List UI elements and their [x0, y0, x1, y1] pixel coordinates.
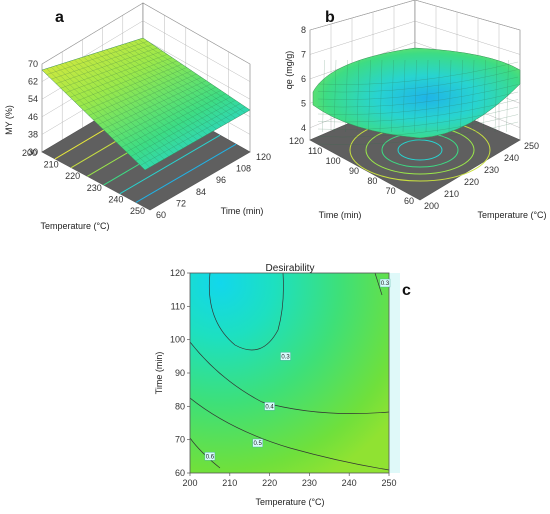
contour-plot-c: Desirability 0.3 0.3 0.4 0.5 0.6 200 210 220 23… [154, 263, 400, 507]
y-tick-label: 60 [175, 468, 185, 478]
x-tick-label: 230 [87, 183, 102, 193]
y-tick-label: 90 [175, 368, 185, 378]
contour-label-box [264, 402, 275, 411]
x-tick-label: 240 [108, 194, 123, 204]
floor-contour [119, 134, 221, 195]
contour-label: 0.3 [281, 354, 290, 360]
x-tick-label: 230 [302, 478, 317, 488]
x-tick-label: 230 [484, 165, 499, 175]
y-tick-label: 70 [386, 186, 396, 196]
y-tick-label: 96 [216, 175, 226, 185]
y-tick-label: 110 [171, 301, 185, 311]
x-axis-label: Temperature (°C) [477, 210, 546, 220]
y-tick-label: 100 [326, 156, 341, 166]
y-axis-label: Time (min) [154, 352, 164, 395]
floor-contour [135, 143, 237, 203]
contour-label: 0.3 [381, 281, 390, 287]
contour-lines [190, 273, 389, 471]
x-tick-label: 200 [22, 148, 37, 158]
y-tick-label: 60 [404, 196, 414, 206]
x-tick-label: 240 [342, 478, 357, 488]
z-tick-label: 62 [28, 77, 38, 87]
y-tick-label: 72 [176, 198, 186, 208]
x-tick-label: 250 [130, 206, 145, 216]
z-tick-label: 38 [28, 129, 38, 139]
x-tick-label: 200 [424, 201, 439, 211]
contour-line-0.6 [190, 437, 221, 469]
y-tick-label: 110 [308, 146, 322, 156]
y-tick-label: 80 [367, 176, 377, 186]
x-axis-label: Temperature (°C) [40, 221, 109, 231]
z-tick-label: 4 [301, 123, 306, 133]
y-tick-label: 120 [170, 268, 185, 278]
x-tick-label: 220 [65, 171, 80, 181]
z-tick-label: 8 [301, 25, 306, 35]
panel-label-b: b [325, 9, 335, 26]
response-surface [312, 47, 521, 139]
z-tick-label: 6 [301, 74, 306, 84]
z-tick-label: 5 [301, 98, 306, 108]
y-tick-label: 120 [289, 136, 304, 146]
y-tick-label: 60 [156, 210, 166, 220]
contour-label: 0.4 [265, 404, 274, 410]
y-tick-label: 108 [236, 164, 251, 174]
x-tick-label: 210 [444, 189, 459, 199]
x-tick-label: 200 [182, 478, 197, 488]
panel-label-a: a [55, 9, 64, 26]
z-axis-label: MY (%) [4, 105, 14, 135]
z-tick-label: 30 [28, 147, 38, 157]
x-tick-label: 220 [262, 478, 277, 488]
x-tick-label: 210 [44, 160, 59, 170]
contour-label-box [252, 438, 263, 448]
contour-line-0.3a [209, 273, 284, 351]
z-tick-label: 46 [28, 112, 38, 122]
contour-fill [190, 273, 389, 473]
contour-label-box [204, 452, 216, 461]
y-tick-label: 100 [170, 335, 185, 345]
z-axis-label: qe (mg/g) [284, 51, 294, 90]
contour-line-0.5 [190, 397, 389, 471]
x-tick-label: 240 [504, 153, 519, 163]
surface-plot-b: 4 5 6 7 8 200 210 220 230 240 250 120 110 100 90 80 70… [284, 0, 547, 220]
x-tick-label: 210 [222, 478, 237, 488]
contour-line-0.4 [190, 341, 389, 414]
contour-label-box [280, 352, 291, 361]
x-tick-label: 220 [464, 177, 479, 187]
z-tick-label: 70 [28, 59, 38, 69]
x-tick-label: 250 [381, 478, 396, 488]
x-tick-label: 250 [524, 141, 539, 151]
chart-title: Desirability [266, 263, 315, 274]
z-tick-label: 7 [301, 49, 306, 59]
x-axis-label: Temperature (°C) [255, 497, 324, 507]
y-tick-label: 84 [196, 187, 206, 197]
contour-label: 0.6 [206, 454, 215, 460]
y-axis-label: Time (min) [221, 206, 264, 216]
contour-line-0.3b [374, 273, 383, 296]
y-tick-label: 120 [256, 152, 271, 162]
y-axis-label: Time (min) [319, 210, 362, 220]
surface-plot-a: 30 38 46 54 62 70 200 210 220 230 240 250 60 72 84 96… [4, 2, 271, 231]
contour-label-box [379, 278, 391, 288]
y-tick-label: 80 [175, 401, 185, 411]
contour-label: 0.5 [253, 441, 262, 447]
y-tick-label: 90 [349, 166, 359, 176]
y-tick-label: 70 [175, 435, 185, 445]
panel-label-c: c [402, 282, 411, 299]
z-tick-label: 54 [28, 94, 38, 104]
